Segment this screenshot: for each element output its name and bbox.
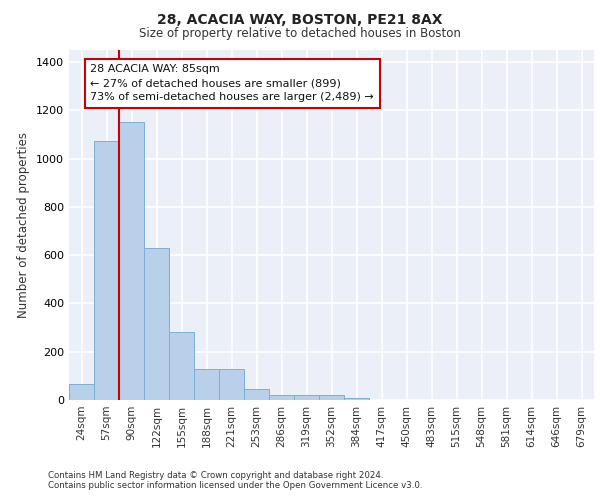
Bar — [144, 248, 169, 400]
Bar — [94, 140, 119, 400]
Bar — [119, 122, 144, 400]
Bar — [294, 395, 319, 400]
Text: 28 ACACIA WAY: 85sqm
← 27% of detached houses are smaller (899)
73% of semi-deta: 28 ACACIA WAY: 85sqm ← 27% of detached h… — [90, 64, 374, 102]
Bar — [69, 384, 94, 400]
Bar — [319, 395, 344, 400]
Text: Size of property relative to detached houses in Boston: Size of property relative to detached ho… — [139, 28, 461, 40]
Bar — [219, 368, 244, 400]
Bar — [194, 368, 219, 400]
Bar — [244, 389, 269, 400]
Bar — [269, 395, 294, 400]
Y-axis label: Number of detached properties: Number of detached properties — [17, 132, 31, 318]
Text: Contains HM Land Registry data © Crown copyright and database right 2024.
Contai: Contains HM Land Registry data © Crown c… — [48, 470, 422, 490]
Text: 28, ACACIA WAY, BOSTON, PE21 8AX: 28, ACACIA WAY, BOSTON, PE21 8AX — [157, 12, 443, 26]
Bar — [169, 332, 194, 400]
Bar — [344, 398, 369, 400]
